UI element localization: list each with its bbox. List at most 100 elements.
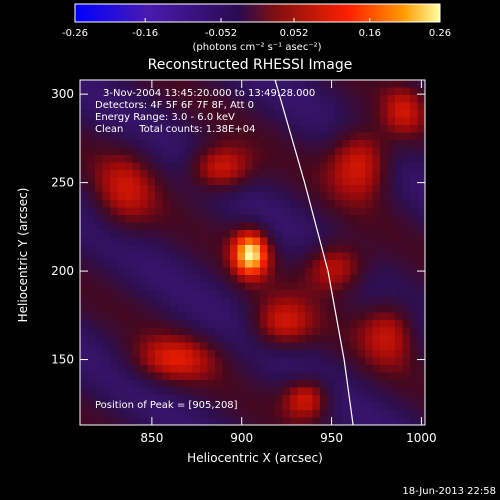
heatmap-pixel xyxy=(140,110,148,118)
heatmap-pixel xyxy=(365,207,373,216)
heatmap-pixel xyxy=(87,305,96,313)
heatmap-pixel xyxy=(320,102,328,111)
heatmap-pixel xyxy=(117,365,126,373)
heatmap-pixel xyxy=(417,260,425,268)
heatmap-pixel xyxy=(192,222,201,231)
heatmap-pixel xyxy=(230,372,238,381)
heatmap-pixel xyxy=(350,207,358,216)
heatmap-pixel xyxy=(132,215,141,223)
heatmap-pixel xyxy=(170,177,178,186)
heatmap-pixel xyxy=(402,87,411,96)
heatmap-pixel xyxy=(215,140,223,148)
heatmap-pixel xyxy=(222,335,231,343)
heatmap-pixel xyxy=(245,387,253,396)
heatmap-pixel xyxy=(222,350,231,358)
heatmap-pixel xyxy=(252,320,261,328)
heatmap-pixel xyxy=(342,162,351,171)
heatmap-pixel xyxy=(305,350,313,358)
heatmap-pixel xyxy=(282,237,291,246)
heatmap-pixel xyxy=(230,102,238,111)
heatmap-pixel xyxy=(267,252,276,261)
heatmap-pixel xyxy=(170,117,178,126)
heatmap-pixel xyxy=(170,297,178,306)
heatmap-pixel xyxy=(327,357,336,366)
heatmap-pixel xyxy=(342,260,351,268)
heatmap-pixel xyxy=(410,395,418,403)
heatmap-pixel xyxy=(80,357,88,366)
heatmap-pixel xyxy=(350,327,358,336)
heatmap-pixel xyxy=(365,380,373,388)
heatmap-pixel xyxy=(215,305,223,313)
heatmap-pixel xyxy=(312,380,321,388)
heatmap-pixel xyxy=(177,290,186,298)
heatmap-pixel xyxy=(297,215,306,223)
heatmap-pixel xyxy=(87,312,96,321)
heatmap-pixel xyxy=(185,357,193,366)
heatmap-pixel xyxy=(297,290,306,298)
heatmap-pixel xyxy=(155,320,163,328)
heatmap-pixel xyxy=(185,245,193,253)
heatmap-pixel xyxy=(87,357,96,366)
heatmap-pixel xyxy=(365,230,373,238)
heatmap-pixel xyxy=(267,275,276,283)
heatmap-pixel xyxy=(207,260,216,268)
heatmap-pixel xyxy=(215,245,223,253)
heatmap-pixel xyxy=(192,102,201,111)
heatmap-pixel xyxy=(327,297,336,306)
heatmap-pixel xyxy=(185,305,193,313)
heatmap-pixel xyxy=(260,185,268,193)
heatmap-pixel xyxy=(132,275,141,283)
heatmap-pixel xyxy=(207,342,216,351)
heatmap-pixel xyxy=(312,147,321,156)
heatmap-pixel xyxy=(192,192,201,201)
heatmap-pixel xyxy=(117,327,126,336)
heatmap-pixel xyxy=(162,282,171,291)
heatmap-pixel xyxy=(125,237,133,246)
heatmap-pixel xyxy=(297,350,306,358)
heatmap-pixel xyxy=(170,200,178,208)
heatmap-pixel xyxy=(87,192,96,201)
heatmap-pixel xyxy=(117,275,126,283)
heatmap-pixel xyxy=(95,395,103,403)
heatmap-pixel xyxy=(297,110,306,118)
heatmap-pixel xyxy=(327,237,336,246)
heatmap-pixel xyxy=(222,305,231,313)
heatmap-pixel xyxy=(327,387,336,396)
heatmap-pixel xyxy=(342,155,351,163)
heatmap-pixel xyxy=(327,102,336,111)
heatmap-pixel xyxy=(252,147,261,156)
heatmap-pixel xyxy=(245,147,253,156)
heatmap-pixel xyxy=(267,312,276,321)
heatmap-pixel xyxy=(327,87,336,96)
heatmap-pixel xyxy=(282,395,291,403)
heatmap-pixel xyxy=(245,222,253,231)
heatmap-pixel xyxy=(185,260,193,268)
heatmap-pixel xyxy=(282,402,291,411)
heatmap-pixel xyxy=(252,335,261,343)
heatmap-pixel xyxy=(200,117,208,126)
heatmap-pixel xyxy=(140,417,148,425)
heatmap-pixel xyxy=(170,275,178,283)
heatmap-pixel xyxy=(102,305,111,313)
heatmap-pixel xyxy=(192,155,201,163)
heatmap-pixel xyxy=(402,117,411,126)
heatmap-pixel xyxy=(417,155,425,163)
heatmap-pixel xyxy=(222,417,231,425)
heatmap-pixel xyxy=(237,200,246,208)
heatmap-pixel xyxy=(117,162,126,171)
heatmap-pixel xyxy=(327,117,336,126)
heatmap-pixel xyxy=(132,357,141,366)
heatmap-pixel xyxy=(350,357,358,366)
heatmap-pixel xyxy=(290,327,298,336)
heatmap-pixel xyxy=(132,170,141,178)
heatmap-pixel xyxy=(365,327,373,336)
heatmap-pixel xyxy=(402,350,411,358)
heatmap-pixel xyxy=(230,132,238,141)
heatmap-pixel xyxy=(350,305,358,313)
heatmap-pixel xyxy=(402,342,411,351)
heatmap-pixel xyxy=(117,155,126,163)
heatmap-pixel xyxy=(342,275,351,283)
heatmap-pixel xyxy=(342,410,351,418)
heatmap-pixel xyxy=(87,417,96,425)
heatmap-pixel xyxy=(147,290,156,298)
